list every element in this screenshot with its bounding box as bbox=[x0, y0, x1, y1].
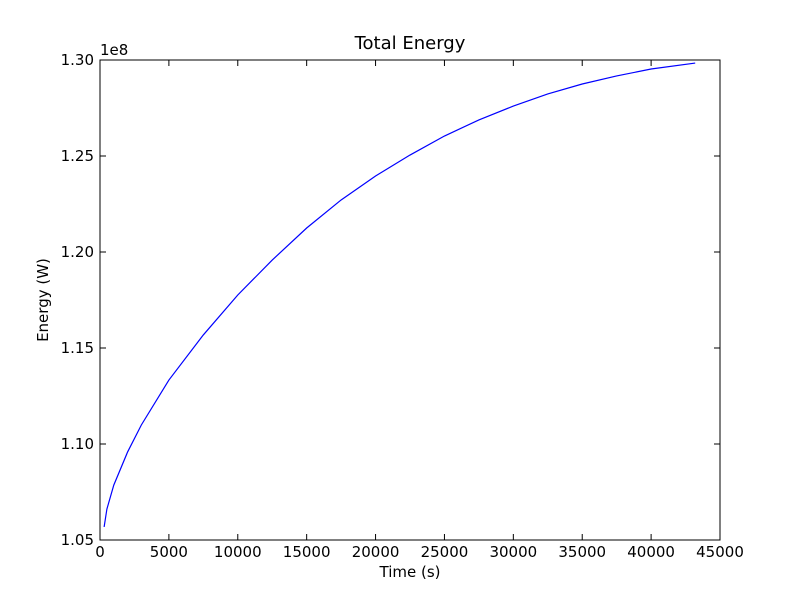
x-tick-label: 5000 bbox=[150, 543, 188, 561]
y-tick-label: 1.25 bbox=[61, 147, 94, 165]
y-tick-label: 1.30 bbox=[61, 51, 94, 69]
x-tick-label: 35000 bbox=[558, 543, 606, 561]
x-tick-label: 30000 bbox=[489, 543, 537, 561]
data-line bbox=[103, 62, 696, 528]
x-tick-label: 20000 bbox=[352, 543, 400, 561]
y-tick-label: 1.05 bbox=[61, 531, 94, 549]
y-offset-label: 1e8 bbox=[100, 41, 128, 59]
x-tick-label: 15000 bbox=[283, 543, 331, 561]
plot-frame bbox=[99, 59, 721, 541]
y-tick-label: 1.20 bbox=[61, 243, 94, 261]
x-tick-label: 25000 bbox=[421, 543, 469, 561]
x-tick-label: 40000 bbox=[627, 543, 675, 561]
chart-title: Total Energy bbox=[354, 33, 466, 54]
x-tick-label: 45000 bbox=[696, 543, 744, 561]
x-tick-label: 10000 bbox=[214, 543, 262, 561]
y-tick-label: 1.10 bbox=[61, 435, 94, 453]
y-axis-label: Energy (W) bbox=[34, 258, 52, 342]
x-axis-label: Time (s) bbox=[379, 563, 441, 581]
x-tick-label: 0 bbox=[95, 543, 105, 561]
y-tick-label: 1.15 bbox=[61, 339, 94, 357]
